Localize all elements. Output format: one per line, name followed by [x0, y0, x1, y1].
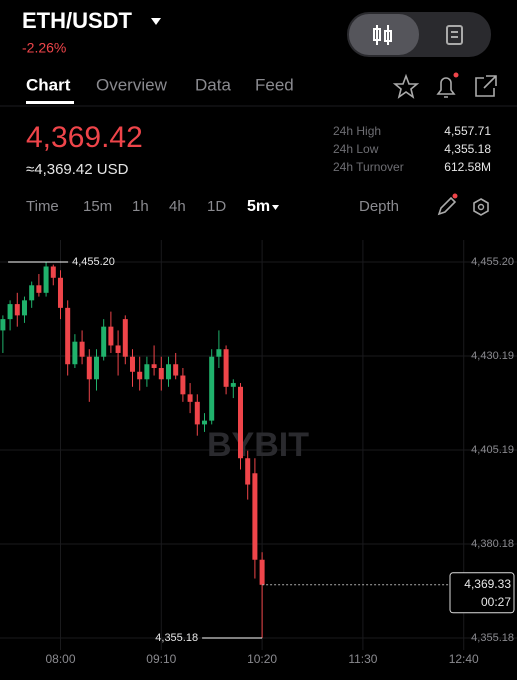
stat-label: 24h High: [333, 124, 381, 138]
y-tick-label: 4,455.20: [471, 256, 514, 268]
candle-body: [29, 285, 35, 301]
candle-body: [194, 401, 200, 425]
stat-value: 612.58M: [444, 160, 491, 174]
watermark: BYBIT: [207, 426, 309, 464]
y-tick-label: 4,380.18: [471, 538, 514, 550]
candle-body: [158, 368, 164, 380]
tab[interactable]: Chart: [26, 75, 71, 94]
candle-body: [144, 364, 150, 380]
candle-body: [223, 349, 229, 387]
stat-value: 4,557.71: [444, 124, 491, 138]
candle-body: [65, 307, 71, 365]
tab[interactable]: Overview: [96, 75, 168, 94]
stat-label: 24h Turnover: [333, 160, 404, 174]
last-price-box: [449, 572, 515, 614]
interval[interactable]: Time: [26, 198, 59, 215]
y-tick-label: 4,405.19: [471, 444, 514, 456]
interval[interactable]: 15m: [83, 198, 112, 215]
pair[interactable]: ETH/USDT: [22, 8, 133, 33]
candle-body: [14, 304, 20, 316]
min-marker-label: 4,355.18: [155, 632, 198, 644]
x-tick-label: 11:30: [348, 652, 377, 666]
candle-body: [187, 394, 193, 402]
settings-icon-center: [477, 203, 485, 211]
max-marker-label: 4,455.20: [72, 256, 115, 268]
candle-body: [259, 559, 265, 585]
share-icon[interactable]: [475, 75, 497, 97]
candle-body: [252, 473, 258, 560]
candle-body: [115, 345, 121, 353]
tab[interactable]: Data: [195, 75, 231, 94]
candle-body: [165, 364, 171, 380]
candle-body: [43, 266, 49, 293]
candle-body: [86, 356, 92, 380]
candle-body: [209, 356, 215, 421]
candle-body: [173, 364, 179, 376]
price-usd: ≈4,369.42 USD: [26, 161, 129, 178]
tab-underline: [26, 101, 74, 104]
candle-body: [151, 364, 157, 369]
star-icon[interactable]: [392, 73, 420, 99]
y-tick-label: 4,430.19: [471, 350, 514, 362]
interval[interactable]: 1h: [132, 198, 149, 215]
candle-body: [7, 304, 13, 320]
draw-icon[interactable]: [437, 196, 457, 216]
stat-value: 4,355.18: [444, 142, 491, 156]
interval-dropdown[interactable]: [272, 205, 279, 210]
candle-body: [129, 356, 135, 372]
notification-dot: [453, 72, 459, 78]
candle-body: [21, 300, 27, 316]
candle-body: [137, 371, 143, 380]
last-price-label: 4,369.33: [464, 577, 511, 591]
countdown: 00:27: [481, 595, 511, 609]
candle-body: [237, 386, 243, 459]
candle-body: [122, 319, 128, 357]
candle-icon: [373, 25, 392, 45]
settings-icon[interactable]: [473, 198, 489, 216]
candle-body: [57, 277, 63, 308]
x-tick-label: 10:20: [247, 652, 277, 666]
y-tick-label: 4,355.18: [471, 632, 514, 644]
candle-body: [79, 341, 85, 357]
interval[interactable]: 1D: [207, 198, 226, 215]
x-tick-label: 12:40: [449, 652, 479, 666]
pair-dropdown[interactable]: [151, 18, 161, 25]
candle-body: [72, 341, 78, 365]
candle-body: [0, 319, 6, 331]
bell-icon[interactable]: [436, 77, 456, 98]
candle-body: [180, 375, 186, 395]
tab[interactable]: Feed: [255, 75, 294, 94]
x-tick-label: 09:10: [146, 652, 176, 666]
candle-body: [108, 326, 114, 346]
candle-body: [50, 266, 56, 278]
candle-body: [101, 326, 107, 357]
interval[interactable]: 4h: [169, 198, 186, 215]
candle-body: [245, 458, 251, 485]
doc-icon[interactable]: [446, 25, 463, 45]
candle-body: [36, 285, 42, 293]
last-price: 4,369.42: [26, 121, 143, 154]
candle-body: [216, 349, 222, 357]
x-tick-label: 08:00: [45, 652, 75, 666]
depth[interactable]: Depth: [359, 198, 399, 215]
stat-label: 24h Low: [333, 142, 379, 156]
candle-body: [230, 383, 236, 387]
change: -2.26%: [22, 40, 66, 56]
candle-body: [93, 356, 99, 380]
candle-body: [201, 420, 207, 425]
interval-selected[interactable]: 5m: [247, 198, 270, 215]
draw-dot: [452, 193, 458, 199]
